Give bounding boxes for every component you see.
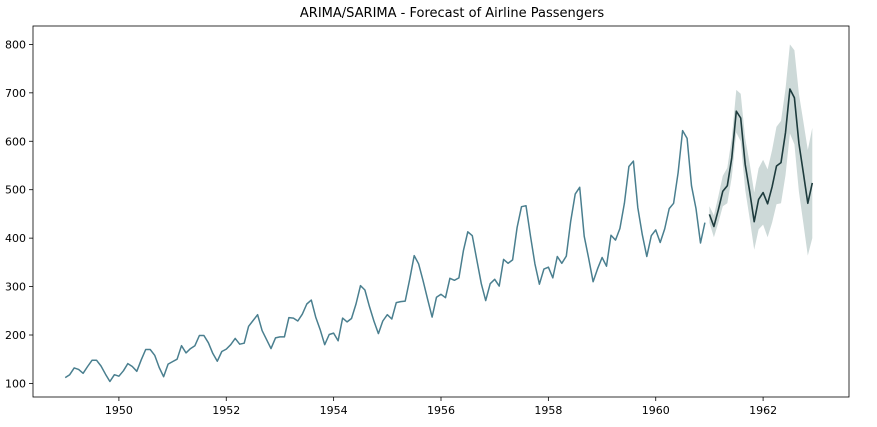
observed-line	[64, 129, 706, 383]
series-line-layer	[64, 88, 814, 383]
x-tick-label: 1950	[105, 404, 133, 417]
y-tick-label: 300	[5, 281, 26, 294]
y-tick-label: 800	[5, 38, 26, 51]
x-tick-label: 1960	[642, 404, 670, 417]
plot-frame	[32, 25, 850, 398]
x-tick-label: 1958	[534, 404, 562, 417]
confidence-band	[709, 44, 813, 256]
confidence-band-layer	[709, 44, 813, 256]
y-tick-label: 500	[5, 184, 26, 197]
axes: 1950 1952 1954 1956 1958 1960 1962 100 200 300 400…	[5, 25, 850, 417]
y-tick-label: 600	[5, 135, 26, 148]
y-tick-label: 100	[5, 377, 26, 390]
forecast-line	[708, 88, 814, 228]
y-tick-label: 400	[5, 232, 26, 245]
y-tick-label: 200	[5, 329, 26, 342]
chart-title: ARIMA/SARIMA - Forecast of Airline Passe…	[300, 6, 604, 21]
x-tick-label: 1954	[320, 404, 348, 417]
x-tick-label: 1962	[749, 404, 777, 417]
x-tick-label: 1952	[212, 404, 240, 417]
x-tick-label: 1956	[427, 404, 455, 417]
y-tick-label: 700	[5, 87, 26, 100]
